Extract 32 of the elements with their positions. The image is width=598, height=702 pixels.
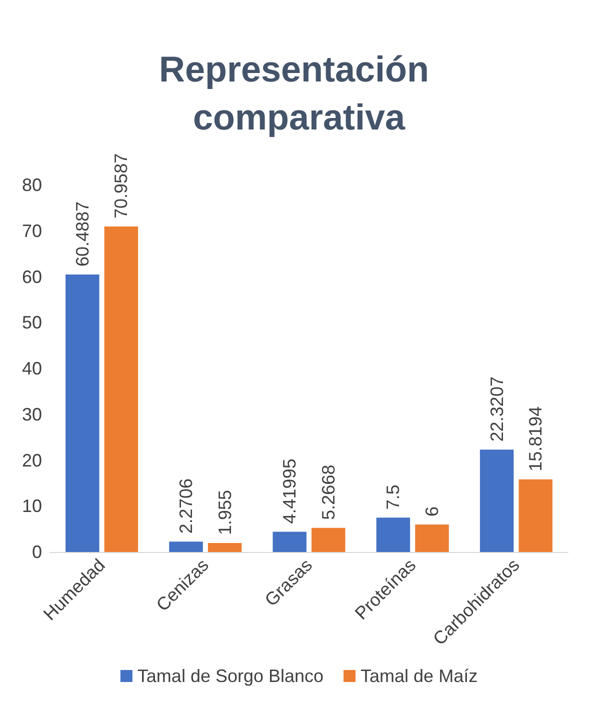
y-tick-label: 30 bbox=[22, 404, 42, 424]
data-label: 15.8194 bbox=[526, 406, 546, 472]
data-label: 1.955 bbox=[214, 490, 235, 536]
bar bbox=[272, 532, 306, 552]
bar bbox=[480, 450, 514, 552]
data-label: 5.2668 bbox=[318, 464, 338, 520]
data-label: 70.9587 bbox=[111, 153, 132, 218]
data-label: 60.4887 bbox=[72, 201, 92, 267]
y-tick-label: 80 bbox=[22, 175, 42, 195]
legend-label: Tamal de Maíz bbox=[360, 666, 478, 686]
y-tick-label: 60 bbox=[22, 266, 42, 287]
data-label: 7.5 bbox=[383, 484, 404, 510]
data-label: 6 bbox=[422, 506, 442, 516]
bar bbox=[66, 274, 100, 552]
data-label: 2.2706 bbox=[176, 478, 196, 534]
bar bbox=[415, 524, 449, 552]
data-label: 22.3207 bbox=[486, 376, 507, 442]
y-tick-label: 0 bbox=[32, 542, 42, 562]
y-tick-label: 70 bbox=[22, 220, 42, 241]
bar bbox=[104, 226, 138, 552]
y-tick-label: 10 bbox=[22, 496, 42, 516]
legend-label: Tamal de Sorgo Blanco bbox=[137, 666, 324, 686]
chart-title: Representación comparativa bbox=[158, 48, 440, 138]
bar bbox=[518, 479, 552, 552]
y-tick-label: 50 bbox=[22, 312, 42, 333]
y-tick-label: 20 bbox=[22, 450, 42, 470]
bar bbox=[208, 543, 242, 552]
y-tick-label: 40 bbox=[22, 358, 42, 378]
bar bbox=[376, 518, 410, 552]
bar bbox=[312, 528, 346, 552]
data-label: 4.41995 bbox=[280, 458, 300, 524]
bar bbox=[169, 542, 203, 552]
